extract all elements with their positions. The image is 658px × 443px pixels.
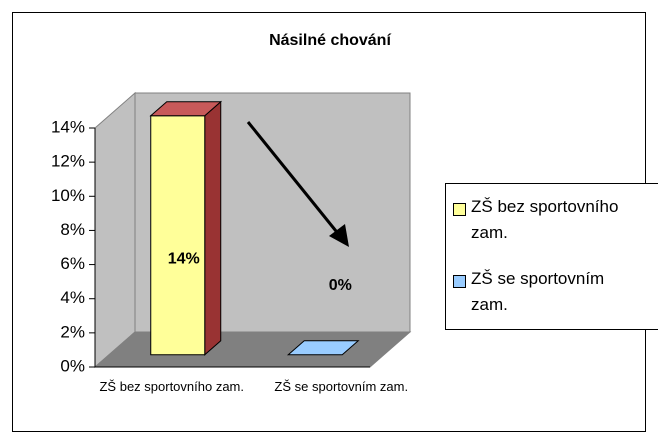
y-tick-label: 0%	[60, 356, 85, 375]
y-tick-label: 10%	[51, 186, 85, 205]
chart-title: Násilné chování	[269, 32, 391, 49]
arrow-head	[329, 224, 349, 247]
legend-box	[445, 183, 658, 330]
y-tick-label: 2%	[60, 322, 85, 341]
bar-top	[286, 340, 360, 356]
legend-label: ZŠ bez sportovního zam.	[471, 197, 619, 242]
data-label: 14%	[168, 250, 200, 267]
y-tick-label: 12%	[51, 152, 85, 171]
data-label: 0%	[329, 277, 352, 294]
x-tick-label: ZŠ se sportovním zam.	[274, 379, 409, 394]
bar-top	[149, 101, 223, 117]
bar-front	[150, 115, 206, 356]
bar	[286, 340, 360, 356]
bar-side	[204, 100, 222, 356]
floor	[93, 331, 412, 368]
legend-swatch	[453, 275, 466, 288]
legend-label: ZŠ se sportovním zam.	[471, 269, 605, 314]
arrow	[246, 121, 342, 237]
legend-swatch	[453, 203, 466, 216]
bar	[149, 100, 223, 356]
y-tick-label: 6%	[60, 254, 85, 273]
side-wall	[94, 91, 136, 369]
y-tick-label: 8%	[60, 220, 85, 239]
y-tick-label: 4%	[60, 288, 85, 307]
y-tick-label: 14%	[51, 117, 85, 136]
x-tick-label: ZŠ bez sportovního zam.	[99, 379, 244, 394]
